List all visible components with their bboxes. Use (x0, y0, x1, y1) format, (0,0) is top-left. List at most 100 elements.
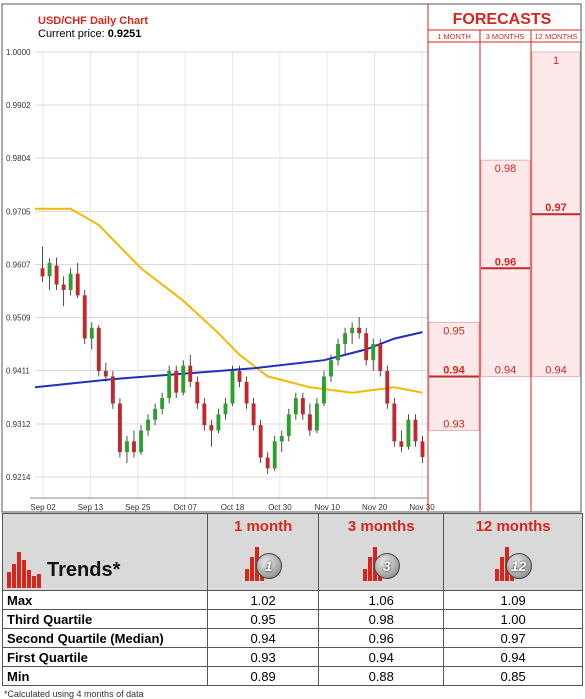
x-tick-label: Nov 20 (362, 503, 388, 512)
row-value: 0.94 (206, 628, 320, 648)
row-value: 0.97 (443, 628, 583, 648)
x-tick-label: Sep 25 (125, 503, 151, 512)
trends-header-cell: Trends* (2, 513, 208, 591)
row-value: 1.02 (206, 590, 320, 610)
candle (279, 430, 284, 453)
footnote: *Calculated using 4 months of data (4, 689, 144, 699)
blue-moving-average (34, 331, 423, 389)
trends-rows: Max 1.02 1.06 1.09 Third Quartile 0.95 0.98 1.0… (2, 590, 583, 686)
candle (125, 435, 129, 463)
forecast-col-12m: 12 MONTHS (535, 32, 578, 41)
row-value: 0.93 (206, 647, 320, 667)
candle (378, 338, 383, 377)
candle (54, 257, 59, 290)
candle (40, 246, 45, 282)
candle (209, 419, 214, 447)
candle (89, 322, 94, 350)
moving-averages (34, 207, 423, 394)
row-label: Third Quartile (2, 609, 208, 629)
candle (357, 316, 362, 339)
table-row: Max 1.02 1.06 1.09 (2, 590, 583, 610)
candle (47, 258, 52, 290)
period-badge-3: 3 (373, 553, 400, 579)
y-tick-label: 1.0000 (6, 48, 31, 57)
table-row: Third Quartile 0.95 0.98 1.00 (2, 609, 583, 629)
header-12-months: 12 months 12 (443, 513, 583, 591)
candle (146, 414, 150, 436)
candle (286, 408, 291, 442)
forecast-median-label: 0.96 (495, 256, 516, 268)
candle (265, 452, 270, 474)
y-tick-label: 0.9902 (6, 101, 31, 110)
y-tick-label: 0.9214 (6, 473, 31, 482)
forecast-col-1m: 1 MONTH (437, 32, 471, 41)
y-axis-ticks: 1.0000 0.9902 0.9804 0.9705 0.9607 0.9509 0.94… (6, 48, 31, 482)
x-tick-label: Sep 02 (30, 503, 56, 512)
y-tick-label: 0.9509 (6, 314, 31, 323)
candle (315, 398, 319, 434)
y-tick-label: 0.9607 (6, 261, 31, 270)
x-tick-label: Nov 10 (315, 503, 341, 512)
x-tick-label: Nov 30 (409, 503, 435, 512)
forecast-panel: FORECASTS 1 MONTH 3 MONTHS 12 MONTHS 0.9… (427, 4, 581, 512)
candle (420, 435, 425, 463)
row-value: 0.98 (318, 609, 445, 629)
chart-frame (1, 3, 582, 513)
candle (343, 327, 348, 355)
forecast-bars: 0.95 0.94 0.93 0.98 0.96 0.94 1 0.97 0.94 (428, 51, 581, 431)
row-value: 0.94 (443, 647, 583, 667)
candle (202, 398, 207, 431)
period-badge-1: 1 (255, 553, 282, 579)
candle (399, 430, 404, 453)
row-value: 0.88 (318, 666, 445, 686)
candle (75, 262, 80, 299)
row-label: Max (2, 590, 208, 610)
current-price-label: Current price: 0.9251 (38, 28, 141, 40)
x-tick-label: Sep 13 (78, 503, 104, 512)
forecast-median-label: 0.97 (545, 202, 566, 214)
forecast-low-label: 0.94 (545, 364, 566, 376)
trends-label: Trends* (47, 559, 121, 581)
candle (336, 338, 340, 366)
period-badge-12: 12 (505, 553, 532, 579)
chart-title: USD/CHF Daily Chart (38, 15, 148, 27)
candle (103, 362, 108, 382)
forecast-col-3m: 3 MONTHS (486, 32, 525, 41)
table-row: First Quartile 0.93 0.94 0.94 (2, 647, 583, 667)
row-value: 0.85 (443, 666, 583, 686)
candle (139, 425, 143, 455)
table-row: Second Quartile (Median) 0.94 0.96 0.97 (2, 628, 583, 648)
row-value: 0.89 (206, 666, 320, 686)
bar-chart-icon (7, 552, 41, 588)
candle (188, 354, 193, 388)
candle (237, 365, 242, 388)
candle (96, 325, 101, 377)
y-tick-label: 0.9411 (6, 366, 30, 375)
candle (307, 403, 312, 436)
candle (167, 365, 172, 404)
x-tick-label: Oct 30 (268, 503, 292, 512)
candle (132, 430, 136, 458)
y-tick-label: 0.9312 (6, 420, 31, 429)
candle (371, 338, 376, 372)
candle (153, 403, 158, 426)
row-value: 1.06 (318, 590, 445, 610)
candle (258, 419, 263, 463)
row-label: Min (2, 666, 208, 686)
candle (364, 327, 369, 366)
row-label: Second Quartile (Median) (2, 628, 208, 648)
candle (251, 398, 256, 431)
trends-header-row: Trends* 1 month 1 3 months 3 12 months 1… (2, 513, 583, 591)
forecast-median-label: 0.94 (443, 364, 465, 376)
candle (223, 398, 228, 420)
row-label: First Quartile (2, 647, 208, 667)
candle (293, 392, 298, 420)
candle (82, 289, 87, 344)
candle (300, 392, 305, 420)
usdchf-chart: USD/CHF Daily Chart Current price: 0.925… (1, 3, 582, 513)
orange-moving-average (35, 207, 423, 394)
x-tick-label: Oct 18 (221, 503, 245, 512)
row-value: 0.96 (318, 628, 445, 648)
candle (68, 268, 73, 296)
candle (413, 414, 418, 447)
